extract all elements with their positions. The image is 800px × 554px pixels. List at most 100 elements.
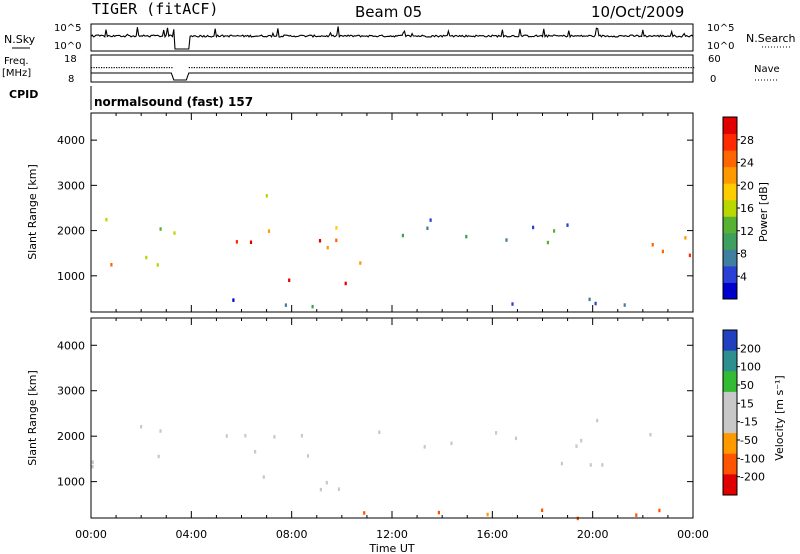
- nave-dot: [557, 67, 559, 69]
- nave-dot: [610, 67, 612, 69]
- nave-dot: [341, 67, 343, 69]
- colorbar-swatch: [723, 199, 737, 217]
- freq-panel: Freq. [MHz] 18 8 60 0 Nave: [2, 54, 780, 85]
- nave-dot: [499, 67, 502, 69]
- nave-dot: [612, 67, 614, 69]
- nave-dot: [354, 67, 356, 69]
- nave-dot: [397, 67, 399, 69]
- nave-dot: [459, 67, 461, 69]
- nave-dot: [234, 67, 236, 69]
- data-cell: [661, 249, 664, 254]
- nave-dot: [424, 67, 426, 69]
- data-cell: [423, 445, 426, 449]
- power-ylabel: Slant Range [km]: [26, 164, 39, 260]
- nave-dot: [427, 67, 429, 69]
- nave-dot: [632, 67, 634, 69]
- colorbar-swatch: [723, 183, 737, 201]
- colorbar-swatch: [723, 371, 737, 393]
- nave-dot: [565, 67, 567, 69]
- colorbar-tick-label: 50: [740, 379, 754, 392]
- data-cell: [505, 238, 508, 242]
- nave-dot: [133, 67, 135, 69]
- nave-dot: [231, 67, 233, 69]
- nave-dot: [316, 67, 318, 69]
- nave-dot: [507, 67, 509, 69]
- data-cell: [306, 454, 310, 458]
- nave-dot: [552, 67, 554, 69]
- nave-dot: [259, 67, 261, 69]
- nave-dot: [462, 67, 464, 69]
- colorbar-swatch: [723, 412, 737, 434]
- nave-dot: [206, 67, 208, 69]
- data-cell: [580, 438, 583, 443]
- nave-dot: [329, 67, 331, 69]
- data-cell: [235, 240, 238, 244]
- nave-dot: [655, 67, 657, 69]
- nave-dot: [321, 67, 323, 69]
- nave-dot: [229, 67, 231, 69]
- colorbar-swatch: [723, 453, 737, 475]
- colorbar-tick-label: -15: [740, 416, 758, 429]
- power-colorbar: 4 8 12 16 20 24 28: [722, 116, 754, 300]
- colorbar-tick-label: 15: [740, 397, 754, 410]
- data-cell: [541, 508, 544, 512]
- colorbar-swatch: [723, 265, 737, 283]
- radar-title: TIGER (fitACF): [92, 0, 218, 18]
- nave-dot: [662, 67, 665, 69]
- data-cell: [156, 263, 159, 267]
- nave-dot: [256, 67, 258, 69]
- nave-dot: [314, 67, 316, 69]
- data-cell: [649, 432, 652, 437]
- nave-dot: [108, 67, 110, 69]
- colorbar-swatch: [723, 350, 737, 372]
- colorbar-swatch: [723, 474, 737, 496]
- nave-dot: [399, 67, 401, 69]
- y-tick-label: 3000: [57, 385, 85, 398]
- nave-dot: [472, 67, 474, 69]
- nave-dot: [213, 67, 216, 69]
- nave-dot: [98, 67, 100, 69]
- nave-dot: [688, 67, 690, 69]
- data-cell: [684, 236, 687, 240]
- cpid-label: CPID: [9, 88, 38, 101]
- velocity-scatter: [91, 418, 661, 521]
- nave-dot: [163, 67, 165, 69]
- nave-dot: [434, 67, 436, 69]
- data-cell: [319, 487, 322, 492]
- nave-dot: [509, 67, 512, 69]
- nave-dot: [296, 67, 298, 69]
- data-cell: [511, 302, 514, 306]
- data-cell: [344, 281, 347, 286]
- colorbar-swatch: [723, 249, 737, 267]
- nave-dot: [311, 67, 313, 69]
- nave-dot: [138, 67, 140, 69]
- nave-dot: [417, 67, 419, 69]
- date-title: 10/Oct/2009: [591, 3, 684, 21]
- nave-dot: [497, 67, 499, 69]
- nave-dot: [595, 67, 597, 69]
- nave-dot: [266, 67, 268, 69]
- nave-dot: [349, 67, 351, 69]
- nave-dot: [454, 67, 456, 69]
- nave-dot: [482, 67, 484, 69]
- data-cell: [378, 430, 381, 434]
- nave-dot: [407, 67, 409, 69]
- nave-dot: [437, 67, 439, 69]
- data-cell: [335, 226, 338, 230]
- data-cell: [273, 435, 276, 439]
- colorbar-tick-label: 100: [740, 361, 761, 374]
- nsky-tick-low: 10^0: [54, 41, 81, 52]
- nave-dot: [452, 67, 454, 69]
- data-cell: [159, 429, 162, 433]
- nave-dot: [279, 67, 281, 69]
- colorbar-tick-label: 200: [740, 342, 761, 355]
- nave-dot: [384, 67, 386, 69]
- nave-dot: [111, 67, 113, 69]
- nave-dot: [622, 67, 624, 69]
- colorbar-tick-label: 16: [740, 202, 754, 215]
- nave-dot: [402, 67, 404, 69]
- nave-dot: [572, 67, 574, 69]
- data-cell: [486, 512, 489, 517]
- data-cell: [426, 226, 429, 230]
- data-cell: [566, 223, 569, 227]
